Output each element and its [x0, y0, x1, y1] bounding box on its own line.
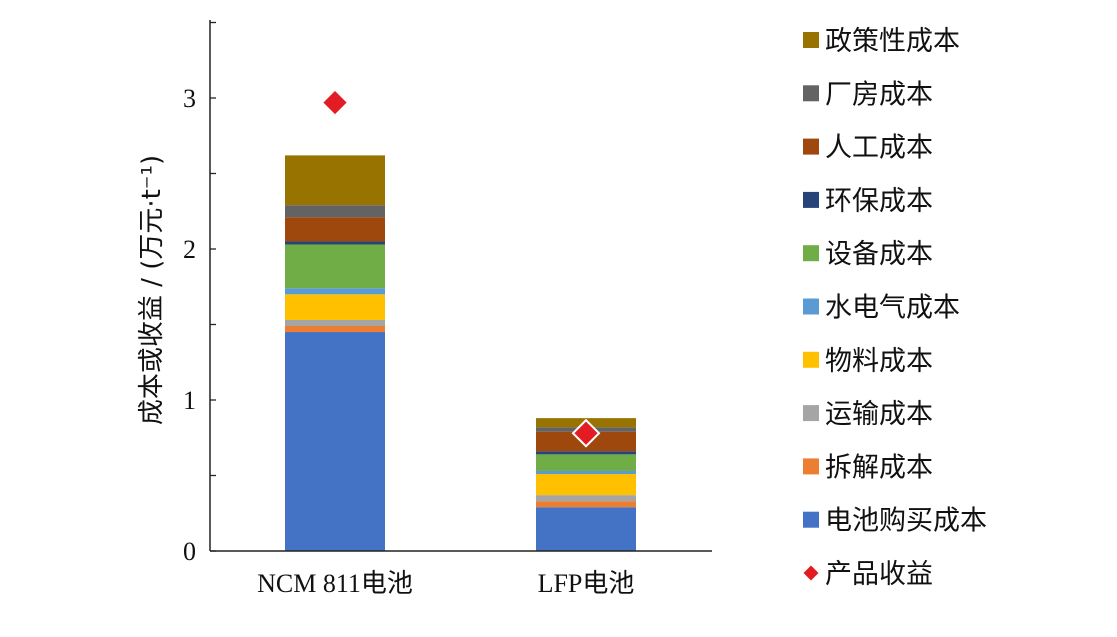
legend-label: 电池购买成本	[825, 506, 987, 537]
legend-label: 拆解成本	[825, 452, 933, 483]
legend: 政策性成本厂房成本人工成本环保成本设备成本水电气成本物料成本运输成本拆解成本电池…	[803, 26, 987, 590]
markers-layer	[320, 88, 601, 448]
bar-segment-2-7	[536, 451, 636, 455]
legend-swatch	[803, 191, 819, 208]
revenue-marker-2	[571, 418, 601, 448]
bar-segment-1-1	[285, 332, 385, 551]
legend-swatch	[803, 351, 819, 368]
legend-label: 水电气成本	[825, 293, 960, 324]
legend-label: 设备成本	[825, 239, 933, 270]
legend-swatch	[803, 245, 819, 262]
bar-segment-2-4	[536, 473, 636, 496]
bar-segment-1-5	[285, 288, 385, 295]
y-tick-label: 2	[183, 235, 196, 264]
bar-segment-1-8	[285, 217, 385, 242]
bar-segment-1-3	[285, 319, 385, 327]
legend-swatch	[803, 565, 819, 581]
legend-swatch	[803, 405, 819, 422]
x-category-label: NCM 811电池	[257, 569, 413, 598]
y-tick-label: 3	[183, 84, 196, 113]
legend-label: 政策性成本	[825, 26, 960, 57]
bar-segment-1-10	[285, 155, 385, 206]
bar-segment-1-4	[285, 294, 385, 320]
x-category-label: LFP电池	[538, 569, 635, 598]
legend-swatch	[803, 458, 819, 475]
bars-layer	[285, 155, 636, 551]
revenue-marker-1	[320, 88, 350, 117]
legend-label: 产品收益	[825, 559, 933, 590]
bar-segment-2-5	[536, 470, 636, 474]
legend-label: 人工成本	[825, 133, 933, 164]
legend-swatch	[803, 511, 819, 528]
y-tick-label: 0	[183, 537, 196, 566]
bar-segment-2-1	[536, 507, 636, 551]
bar-segment-2-3	[536, 495, 636, 502]
legend-label: 物料成本	[825, 346, 933, 377]
legend-label: 环保成本	[825, 186, 933, 217]
legend-swatch	[803, 85, 819, 102]
bar-segment-2-2	[536, 501, 636, 508]
bar-segment-1-9	[285, 205, 385, 218]
legend-swatch	[803, 138, 819, 155]
bar-segment-1-2	[285, 326, 385, 333]
y-axis-label: 成本或收益 / (万元·t⁻¹)	[137, 155, 167, 425]
bar-segment-1-7	[285, 241, 385, 245]
legend-label: 厂房成本	[825, 79, 933, 110]
bar-segment-1-6	[285, 244, 385, 289]
legend-swatch	[803, 32, 819, 48]
bar-segment-2-6	[536, 454, 636, 471]
legend-label: 运输成本	[825, 399, 933, 430]
axes-layer: 0 1 2 3 NCM 811电池 LFP电池	[183, 20, 712, 598]
legend-swatch	[803, 298, 819, 315]
y-tick-label: 1	[183, 386, 196, 415]
